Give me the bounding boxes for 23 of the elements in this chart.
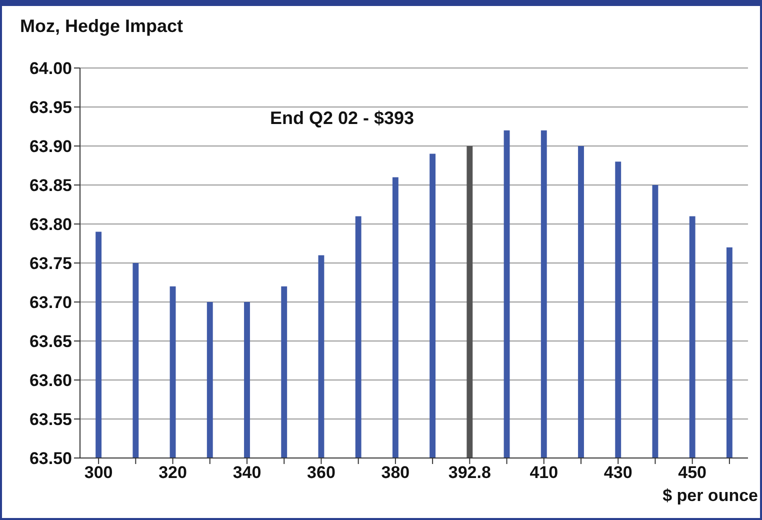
- x-tick-label: 392.8: [448, 463, 491, 482]
- y-tick-label: 63.55: [29, 410, 72, 430]
- x-axis-title: $ per ounce: [662, 486, 758, 506]
- x-tick-label: 380: [381, 463, 410, 482]
- y-tick-label: 64.00: [29, 59, 72, 78]
- y-tick-label: 63.80: [29, 215, 72, 234]
- y-tick-label: 63.65: [29, 332, 72, 352]
- x-tick-label: 450: [678, 463, 707, 482]
- chart-title: Moz, Hedge Impact: [20, 16, 184, 37]
- y-tick-label: 63.50: [29, 449, 72, 468]
- y-tick-label: 63.70: [29, 293, 72, 312]
- x-tick-label: 410: [530, 463, 558, 482]
- y-tick-label: 63.90: [29, 137, 72, 156]
- x-tick-label: 430: [604, 463, 632, 482]
- annotation: End Q2 02 - $393: [270, 108, 414, 129]
- x-tick-label: 340: [232, 463, 262, 482]
- y-tick-label: 63.95: [29, 98, 72, 118]
- x-tick-label: 300: [84, 463, 113, 482]
- y-tick-label: 63.75: [29, 254, 72, 274]
- y-tick-label: 63.60: [29, 371, 72, 390]
- x-tick-label: 360: [307, 463, 336, 482]
- y-tick-label: 63.85: [29, 176, 72, 196]
- x-tick-label: 320: [158, 463, 187, 482]
